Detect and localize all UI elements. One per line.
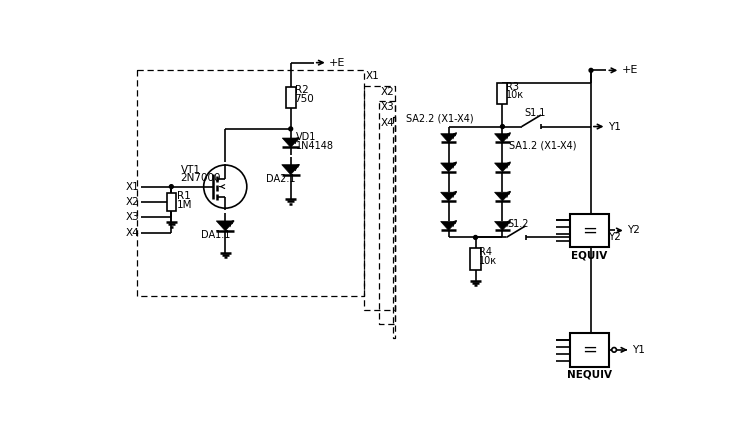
Text: 750: 750: [295, 94, 314, 104]
Text: S1.2: S1.2: [508, 218, 529, 229]
Bar: [286, 86, 296, 108]
Text: =: =: [582, 341, 597, 359]
Text: VD1: VD1: [296, 132, 317, 142]
Polygon shape: [282, 138, 299, 147]
Text: Y1: Y1: [632, 345, 645, 355]
Text: +E: +E: [329, 58, 346, 68]
Text: X2: X2: [125, 197, 139, 207]
Text: R1: R1: [177, 191, 190, 201]
Text: X1: X1: [125, 182, 139, 192]
Polygon shape: [440, 134, 457, 142]
Text: 1N4148: 1N4148: [296, 141, 334, 151]
Text: X3: X3: [381, 102, 394, 112]
Polygon shape: [494, 134, 511, 142]
Text: R2: R2: [295, 85, 309, 95]
Text: 2N7000: 2N7000: [181, 173, 221, 183]
Text: DA2.1: DA2.1: [266, 174, 295, 184]
Text: =: =: [582, 222, 597, 239]
Circle shape: [500, 125, 505, 129]
Text: R3: R3: [506, 81, 519, 92]
Text: VT1: VT1: [181, 165, 201, 175]
Circle shape: [289, 127, 292, 131]
Text: Y1: Y1: [608, 121, 621, 132]
Polygon shape: [440, 222, 457, 230]
Bar: [166, 193, 176, 211]
Text: SA1.2 (X1-X4): SA1.2 (X1-X4): [508, 141, 576, 151]
Text: Y2: Y2: [608, 232, 621, 243]
Bar: [497, 83, 508, 104]
Text: Y2: Y2: [628, 226, 640, 235]
Circle shape: [612, 348, 616, 352]
Text: EQUIV: EQUIV: [571, 250, 608, 260]
Bar: [471, 248, 480, 270]
Circle shape: [169, 185, 173, 189]
Text: 1M: 1M: [177, 200, 192, 210]
Text: X3: X3: [125, 212, 139, 222]
Polygon shape: [494, 222, 511, 230]
Text: R4: R4: [480, 247, 492, 257]
Polygon shape: [282, 165, 300, 174]
Polygon shape: [494, 163, 511, 172]
Circle shape: [589, 69, 593, 72]
Circle shape: [204, 165, 247, 208]
Polygon shape: [440, 192, 457, 201]
Text: 10к: 10к: [480, 255, 497, 266]
Polygon shape: [494, 192, 511, 201]
Polygon shape: [216, 221, 234, 231]
Bar: [571, 333, 609, 367]
Text: X1: X1: [366, 72, 380, 81]
Text: DA1.1: DA1.1: [201, 230, 230, 240]
Bar: [571, 214, 609, 247]
Text: X4: X4: [381, 117, 394, 128]
Circle shape: [474, 235, 477, 239]
Polygon shape: [440, 163, 457, 172]
Text: X2: X2: [381, 87, 394, 97]
Text: 10к: 10к: [506, 90, 525, 100]
Text: S1.1: S1.1: [524, 108, 545, 117]
Text: SA2.2 (X1-X4): SA2.2 (X1-X4): [406, 114, 474, 124]
Text: X4: X4: [125, 228, 139, 238]
Text: NEQUIV: NEQUIV: [567, 369, 612, 380]
Text: +E: +E: [622, 65, 638, 75]
